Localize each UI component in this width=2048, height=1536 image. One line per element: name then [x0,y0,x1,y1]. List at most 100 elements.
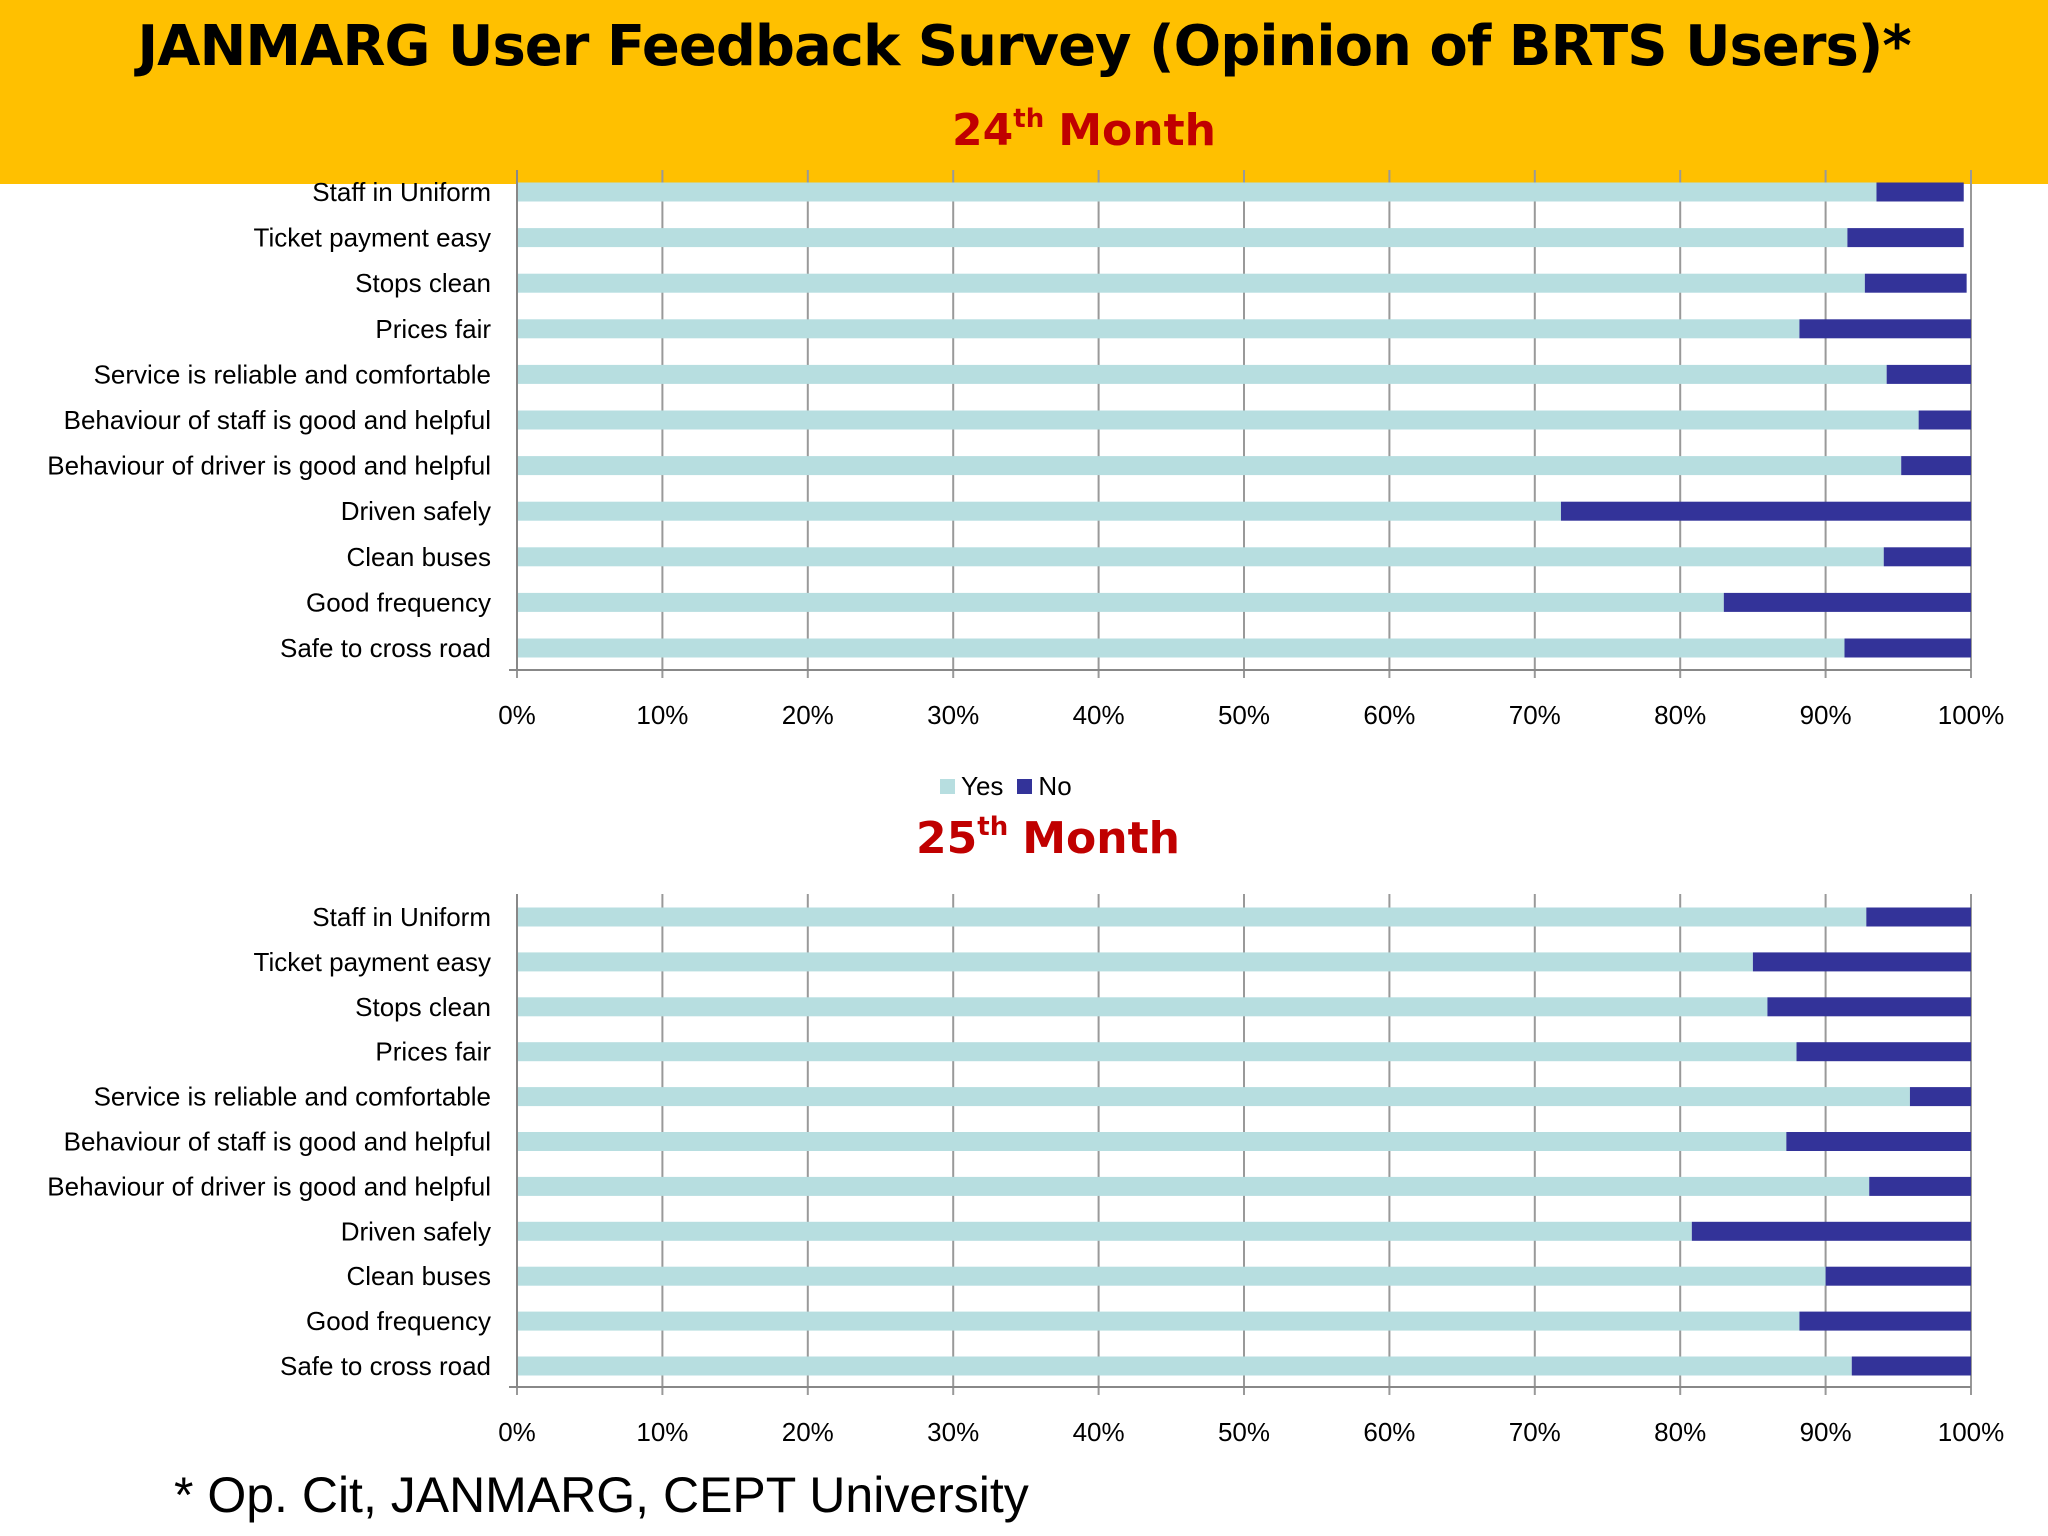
x-tick-label: 90% [1800,700,1852,730]
category-label-clean-buses: Clean buses [346,542,491,572]
chart-title-24th-month: 24th Month [60,104,2048,156]
bar-no-good-frequency [1799,1311,1971,1331]
category-label-staff-in-uniform: Staff in Uniform [312,177,491,207]
bar-no-behaviour-of-staff-is-good-and-helpful [1918,410,1971,430]
x-tick-label: 30% [927,1417,979,1447]
bar-yes-clean-buses [517,547,1884,567]
x-tick-label: 100% [1938,700,2005,730]
bar-no-stops-clean [1767,997,1971,1017]
category-label-behaviour-of-staff-is-good-and-helpful: Behaviour of staff is good and helpful [64,405,491,435]
bar-no-behaviour-of-staff-is-good-and-helpful [1786,1132,1971,1151]
x-tick-label: 60% [1363,1417,1415,1447]
bar-no-driven-safely [1560,501,1971,521]
bar-no-driven-safely [1691,1221,1971,1241]
x-tick-label: 70% [1509,1417,1561,1447]
x-tick-label: 0% [498,1417,536,1447]
bar-yes-behaviour-of-driver-is-good-and-helpful [517,1176,1870,1196]
bar-no-ticket-payment-easy [1752,952,1971,972]
x-tick-label: 20% [782,700,834,730]
bar-no-staff-in-uniform [1876,182,1964,202]
bar-no-behaviour-of-driver-is-good-and-helpful [1869,1176,1971,1196]
bar-yes-clean-buses [517,1266,1826,1286]
x-tick-label: 20% [782,1417,834,1447]
bar-no-clean-buses [1883,547,1971,567]
chart-title-rest: Month [1022,813,1180,864]
category-label-driven-safely: Driven safely [341,1216,491,1246]
bar-yes-good-frequency [517,1311,1800,1331]
chart-title-number: 24 [952,105,1014,156]
category-label-ticket-payment-easy: Ticket payment easy [254,223,491,253]
bar-no-ticket-payment-easy [1847,228,1964,248]
category-label-behaviour-of-driver-is-good-and-helpful: Behaviour of driver is good and helpful [47,1171,491,1201]
bar-yes-prices-fair [517,1042,1797,1062]
legend-swatch-yes [940,778,955,794]
category-label-behaviour-of-staff-is-good-and-helpful: Behaviour of staff is good and helpful [64,1127,491,1157]
category-label-staff-in-uniform: Staff in Uniform [312,902,491,932]
bar-no-service-is-reliable-and-comfortable [1886,364,1971,384]
bar-yes-good-frequency [517,592,1724,612]
bar-yes-behaviour-of-driver-is-good-and-helpful [517,456,1902,476]
header-band [0,0,2048,184]
category-label-prices-fair: Prices fair [375,314,491,344]
bar-no-safe-to-cross-road [1844,638,1971,658]
category-label-good-frequency: Good frequency [306,1306,491,1336]
bar-yes-driven-safely [517,1221,1692,1241]
bar-yes-behaviour-of-staff-is-good-and-helpful [517,1132,1787,1151]
category-label-clean-buses: Clean buses [346,1261,491,1291]
x-tick-label: 0% [498,700,536,730]
legend-label-yes: Yes [961,770,1004,801]
x-tick-label: 60% [1363,700,1415,730]
bar-no-behaviour-of-driver-is-good-and-helpful [1901,456,1971,476]
category-label-service-is-reliable-and-comfortable: Service is reliable and comfortable [94,359,491,389]
bar-no-prices-fair [1799,319,1971,339]
x-tick-label: 40% [1073,1417,1125,1447]
category-label-ticket-payment-easy: Ticket payment easy [254,947,491,977]
bar-yes-staff-in-uniform [517,182,1877,202]
category-label-driven-safely: Driven safely [341,496,491,526]
bar-no-safe-to-cross-road [1851,1356,1971,1376]
bar-yes-stops-clean [517,273,1865,293]
legend-item-no: No [1017,770,1072,802]
x-tick-label: 40% [1073,700,1125,730]
bar-yes-prices-fair [517,319,1800,339]
x-tick-label: 50% [1218,700,1270,730]
x-tick-label: 80% [1654,1417,1706,1447]
category-label-service-is-reliable-and-comfortable: Service is reliable and comfortable [94,1082,491,1112]
chart-title-suffix: th [977,812,1009,842]
footnote: * Op. Cit, JANMARG, CEPT University [174,1467,1029,1523]
bar-no-clean-buses [1825,1266,1971,1286]
x-tick-label: 80% [1654,700,1706,730]
bar-no-stops-clean [1864,273,1967,293]
bar-no-prices-fair [1796,1042,1971,1062]
chart-title-25th-month: 25th Month [24,812,2048,864]
bar-yes-service-is-reliable-and-comfortable [517,364,1887,384]
bar-yes-ticket-payment-easy [517,952,1753,972]
chart-title-number: 25 [916,813,978,864]
x-tick-label: 90% [1800,1417,1852,1447]
bar-yes-stops-clean [517,997,1768,1017]
x-tick-label: 70% [1509,700,1561,730]
bar-yes-ticket-payment-easy [517,228,1848,248]
category-label-stops-clean: Stops clean [355,268,491,298]
legend-item-yes: Yes [940,771,1003,802]
category-label-good-frequency: Good frequency [306,587,491,617]
legend-swatch-no [1017,778,1033,794]
legend-label-no: No [1038,770,1072,801]
page-title: JANMARG User Feedback Survey (Opinion of… [137,14,1911,79]
bar-no-good-frequency [1723,592,1971,612]
bar-yes-safe-to-cross-road [517,1356,1852,1376]
bar-no-staff-in-uniform [1866,907,1971,927]
bar-yes-driven-safely [517,501,1561,521]
bar-yes-safe-to-cross-road [517,638,1845,658]
bar-chart-25th-month: 0% 10% 20% 30% 40% 50% 60% 70% 80% 90% 100% Staff i… [47,894,2005,1447]
x-tick-label: 100% [1938,1417,2005,1447]
x-tick-label: 10% [636,1417,688,1447]
bar-yes-behaviour-of-staff-is-good-and-helpful [517,410,1919,430]
x-tick-label: 10% [636,700,688,730]
bar-chart-24th-month: 0% 10% 20% 30% 40% 50% 60% 70% 80% 90% 100% Staff i… [47,170,2005,730]
category-label-safe-to-cross-road: Safe to cross road [280,1351,491,1381]
category-label-prices-fair: Prices fair [375,1037,491,1067]
chart-title-suffix: th [1013,104,1045,134]
bar-yes-staff-in-uniform [517,907,1867,927]
category-label-stops-clean: Stops clean [355,992,491,1022]
